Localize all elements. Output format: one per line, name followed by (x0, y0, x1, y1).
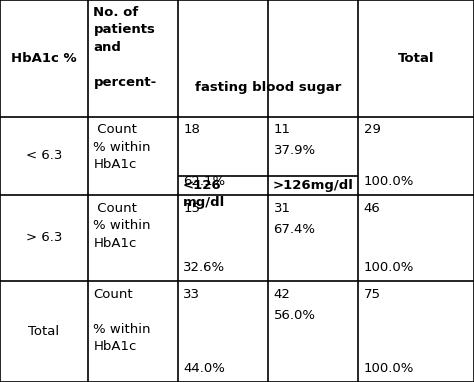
Text: 33: 33 (183, 288, 201, 301)
Text: Count
% within
HbA1c: Count % within HbA1c (93, 202, 151, 250)
Text: 15: 15 (183, 202, 201, 215)
Text: 100.0%: 100.0% (364, 362, 414, 375)
Text: Count

% within
HbA1c: Count % within HbA1c (93, 288, 151, 353)
Text: 42: 42 (273, 288, 291, 301)
Text: 56.0%: 56.0% (273, 309, 316, 322)
Text: 29: 29 (364, 123, 381, 136)
Text: Total: Total (28, 325, 59, 338)
Text: Total: Total (398, 52, 434, 65)
Text: 62.1%: 62.1% (183, 175, 226, 188)
Text: 32.6%: 32.6% (183, 261, 226, 274)
Text: <126
mg/dl: <126 mg/dl (182, 179, 225, 209)
Text: 100.0%: 100.0% (364, 175, 414, 188)
Text: No. of
patients
and

percent-: No. of patients and percent- (93, 6, 156, 89)
Text: 67.4%: 67.4% (273, 223, 316, 236)
Text: Count
% within
HbA1c: Count % within HbA1c (93, 123, 151, 172)
Text: 46: 46 (364, 202, 380, 215)
Text: 75: 75 (364, 288, 381, 301)
Text: 100.0%: 100.0% (364, 261, 414, 274)
Text: > 6.3: > 6.3 (26, 231, 62, 244)
Text: 11: 11 (273, 123, 291, 136)
Text: 44.0%: 44.0% (183, 362, 225, 375)
Text: < 6.3: < 6.3 (26, 149, 62, 162)
Text: 37.9%: 37.9% (273, 144, 316, 157)
Text: fasting blood sugar: fasting blood sugar (195, 81, 341, 94)
Text: 18: 18 (183, 123, 201, 136)
Text: >126mg/dl: >126mg/dl (273, 179, 354, 192)
Text: HbA1c %: HbA1c % (11, 52, 77, 65)
Text: 31: 31 (273, 202, 291, 215)
